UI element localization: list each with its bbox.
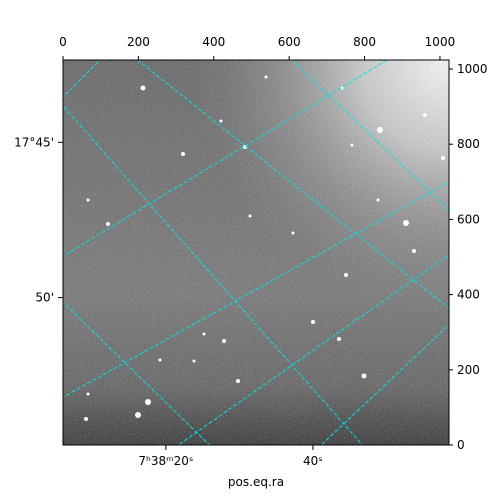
x-tick-label: 400 <box>202 35 225 49</box>
plot-frame <box>62 59 450 446</box>
y-tick-label: 1000 <box>457 62 488 76</box>
y-tick-label: 600 <box>457 212 480 226</box>
dec-tick-label: 17°45' <box>14 135 54 149</box>
x-tick-label: 800 <box>353 35 376 49</box>
y-tick-label: 0 <box>457 438 465 452</box>
x-tick-label: 200 <box>127 35 150 49</box>
y-tick-label: 800 <box>457 137 480 151</box>
ra-tick-label: 40ˢ <box>303 454 323 468</box>
x-tick-label: 1000 <box>425 35 456 49</box>
y-tick-label: 200 <box>457 363 480 377</box>
x-tick-label: 600 <box>278 35 301 49</box>
x-axis-label: pos.eq.ra <box>228 475 284 489</box>
y-tick-label: 400 <box>457 288 480 302</box>
sky-image <box>63 60 449 445</box>
ra-tick-label: 7ʰ38ᵐ20ˢ <box>138 454 193 468</box>
stars <box>84 75 445 421</box>
coordinate-grid <box>63 60 449 445</box>
x-tick-label: 0 <box>59 35 67 49</box>
dec-tick-label: 50' <box>35 291 54 305</box>
